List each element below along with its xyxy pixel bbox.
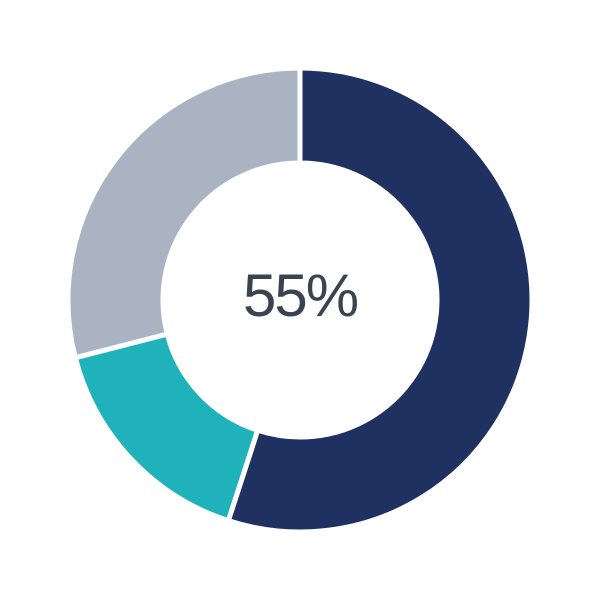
donut-slices [65,65,535,535]
donut-slice-2 [72,331,261,524]
donut-slice-1 [225,65,535,535]
donut-center-label: 55% [242,262,359,329]
donut-slice-3 [65,65,303,361]
